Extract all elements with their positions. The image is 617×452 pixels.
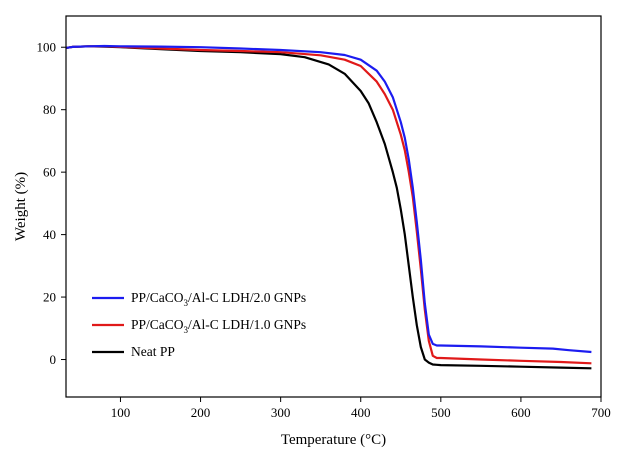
y-tick-label: 100 — [37, 40, 57, 55]
legend-label-2: PP/CaCO3/Al-C LDH/1.0 GNPs — [131, 317, 306, 335]
y-tick-label: 60 — [43, 165, 56, 180]
y-tick-label: 40 — [43, 227, 56, 242]
x-tick-label: 300 — [271, 405, 291, 420]
series-line-1 — [65, 44, 592, 354]
legend-label-3: Neat PP — [131, 344, 175, 359]
legend: PP/CaCO3/Al-C LDH/2.0 GNPs PP/CaCO3/Al-C … — [92, 290, 306, 359]
y-tick-label: 20 — [43, 290, 56, 305]
plot-frame — [65, 15, 602, 398]
x-axis-title: Temperature (°C) — [281, 432, 386, 448]
series-line-2 — [65, 45, 592, 365]
x-tick-label: 100 — [111, 405, 131, 420]
x-tick-label: 200 — [191, 405, 211, 420]
x-tick-label: 700 — [591, 405, 611, 420]
series-layer — [65, 44, 592, 370]
x-tick-label: 400 — [351, 405, 371, 420]
y-axis-title: Weight (%) — [13, 172, 29, 241]
y-tick-label: 80 — [43, 102, 56, 117]
x-tick-label: 500 — [431, 405, 451, 420]
ticks-layer — [61, 46, 602, 402]
y-tick-label: 0 — [50, 352, 57, 367]
x-tick-label: 600 — [511, 405, 531, 420]
tick-labels-layer: 100 200 300 400 500 600 700 0 20 40 60 80 100 — [37, 40, 611, 420]
legend-label-1: PP/CaCO3/Al-C LDH/2.0 GNPs — [131, 290, 306, 308]
